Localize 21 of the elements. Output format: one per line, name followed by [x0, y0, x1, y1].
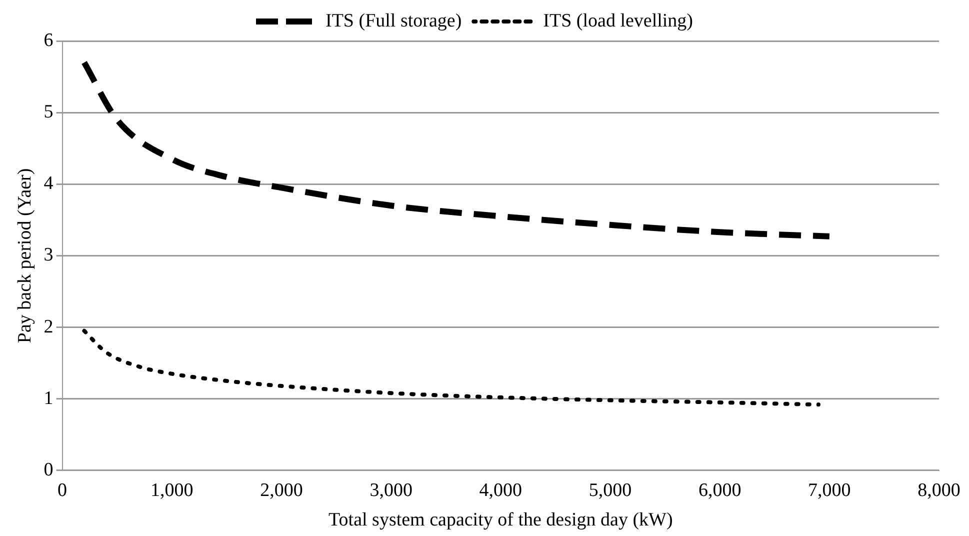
y-tick-label: 6 [44, 30, 54, 51]
x-tick-label: 4,000 [479, 480, 522, 501]
x-tick-label: 8,000 [918, 480, 960, 501]
y-tick-label: 1 [44, 388, 54, 409]
y-axis-title: Pay back period (Yaer) [14, 168, 36, 344]
y-tick-label: 3 [44, 244, 54, 266]
x-tick-label: 6,000 [698, 480, 742, 501]
x-tick-label: 3,000 [370, 480, 412, 501]
y-tick-label: 0 [44, 459, 54, 480]
x-tick-label: 2,000 [260, 480, 303, 501]
x-tick-label: 1,000 [150, 480, 194, 501]
line-series [82, 328, 820, 407]
legend-label: ITS (load levelling) [543, 10, 694, 32]
x-tick-label: 7,000 [808, 480, 851, 501]
y-tick-label: 5 [44, 102, 54, 123]
legend-label: ITS (Full storage) [326, 10, 462, 32]
y-tick-label: 2 [44, 316, 54, 338]
y-tick-label: 4 [44, 173, 54, 194]
x-axis-title: Total system capacity of the design day (kW) [328, 510, 673, 531]
x-tick-label: 5,000 [588, 480, 632, 501]
x-tick-label: 0 [58, 480, 68, 501]
